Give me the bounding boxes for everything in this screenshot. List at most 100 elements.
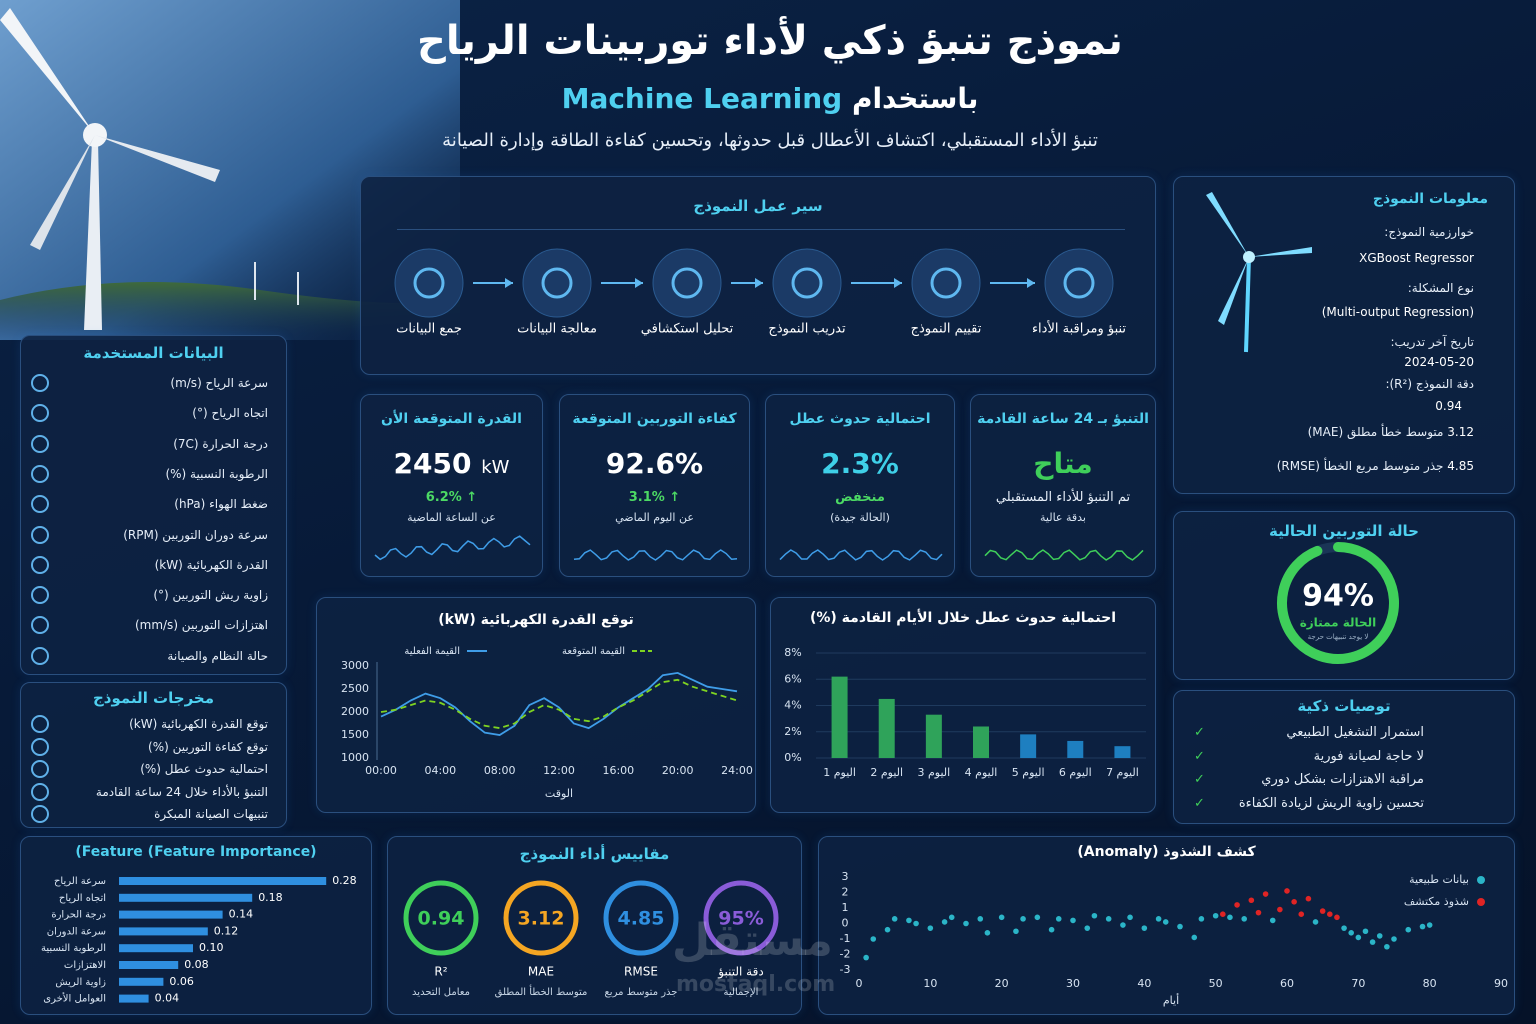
x-tick-label: 08:00 (484, 764, 516, 777)
step-label: معالجة البيانات (517, 322, 597, 337)
sparkline (984, 549, 1144, 561)
scatter-point (1255, 909, 1262, 916)
info-value: 2024-05-20 (1404, 355, 1474, 369)
scatter-point (1198, 916, 1205, 922)
kpi-value: 2450 kW (361, 447, 542, 480)
step-glyph (541, 267, 573, 299)
list-icon (31, 715, 49, 733)
list-text: سرعة الرياح (m/s) (170, 376, 268, 390)
list-text: تنبيهات الصيانة المبكرة (154, 807, 268, 822)
metric-desc: متوسط الخطأ المطلق (495, 984, 588, 998)
panel-title: حالة التوربين الحالية (1269, 522, 1419, 540)
bar (1020, 734, 1037, 758)
scatter-point (1241, 916, 1247, 922)
scatter-point (1191, 934, 1198, 941)
scatter-point (1227, 914, 1233, 921)
panel-title: مقاييس أداء النموذج (519, 845, 670, 863)
scatter-point (1405, 926, 1412, 933)
legend-label: بيانات طبيعية (1409, 873, 1469, 886)
sparkline-svg (779, 549, 943, 561)
y-tick-label: 8% (784, 646, 801, 659)
chart-svg: 0% 2% 4% 6% 8% اليوم 1 اليوم 2 اليوم 3 اليوم 4 ال… (784, 646, 1146, 779)
chart-title: (Feature (Feature Importance) (75, 844, 317, 860)
step-label: تقييم النموذج (911, 322, 982, 337)
gauge-arc (1277, 542, 1399, 664)
y-tick-label: -1 (840, 932, 851, 945)
rec-item: استمرار التشغيل الطبيعي ✓ (1194, 725, 1424, 740)
metric-value: 0.94 (418, 908, 465, 930)
y-tick-label: 6% (784, 672, 801, 685)
chart-svg: سرعة الرياح 0.28 اتجاه الرياح 0.18 درجة الحر… (41, 874, 357, 1005)
scatter-point (1327, 911, 1333, 917)
list-text: التنبؤ بالأداء خلال 24 ساعة القادمة (95, 784, 268, 799)
bar (119, 877, 327, 885)
list-text: الرطوبة النسبية (%) (165, 466, 268, 481)
scatter-point (1127, 914, 1133, 921)
scatter-point (1376, 933, 1383, 939)
x-tick-label: 10 (923, 977, 937, 990)
scatter-point (863, 954, 869, 961)
x-tick-label: اليوم 4 (965, 766, 998, 779)
y-tick-label: زاوية الريش (55, 977, 106, 988)
metric-ring (403, 880, 479, 956)
value-label: 0.28 (332, 874, 357, 887)
list-icon (31, 555, 49, 574)
scatter-point (1269, 917, 1276, 924)
scatter-point (1212, 912, 1219, 919)
chart-svg: 1000 1500 2000 2500 3000 00:00 04:00 08:00 12:00… (341, 646, 753, 800)
bar (119, 893, 253, 902)
x-tick-label: 40 (1137, 977, 1151, 990)
step-icon (652, 248, 722, 318)
y-tick-label: 2 (842, 886, 849, 899)
y-tick-label: -2 (840, 948, 851, 961)
list-text: اهتزازات التوربين (mm/s) (134, 618, 268, 633)
step-label: تدريب النموذج (768, 322, 846, 337)
info-row: 4.85 جذر متوسط مربع الخطأ (RMSE) (1277, 459, 1474, 473)
list-item: احتمالية حدوث عطل (%) (31, 760, 268, 779)
x-tick-label: اليوم 5 (1012, 766, 1045, 779)
x-axis-title: أيام (1163, 993, 1179, 1007)
scatter-point (941, 919, 948, 925)
metric-desc: معامل التحديد (412, 987, 470, 998)
list-item: سرعة دوران التوربين (RPM) (31, 525, 268, 544)
y-tick-label: -3 (840, 963, 851, 976)
scatter-point (1369, 939, 1376, 945)
value-label: 0.06 (169, 975, 194, 988)
info-value: 0.94 (1435, 399, 1462, 413)
scatter-point (1020, 916, 1026, 922)
y-tick-label: 0% (784, 751, 801, 764)
rec-text: مراقبة الاهتزازات بشكل دوري (1261, 772, 1424, 788)
kpi-card: احتمالية حدوث عطل 2.3% منخفض (الحالة جيدة) (765, 394, 955, 577)
scatter-point (1391, 936, 1397, 942)
list-text: ضغط الهواء (hPa) (174, 497, 268, 512)
anomaly-panel: -3 -2 -1 0 1 2 3 0 10 20 30 40 50 60 70 80 90 أيام بيانات … (818, 836, 1515, 1015)
x-tick-label: اليوم 2 (870, 766, 903, 779)
info-label: دقة النموذج (R²): (1385, 377, 1474, 391)
scatter-point (1426, 922, 1433, 928)
step-glyph (413, 267, 445, 299)
background-photo (0, 0, 460, 340)
y-tick-label: الاهتزازات (64, 960, 106, 971)
kpi-number: متاح (1033, 447, 1093, 480)
turbine-tower (84, 140, 102, 330)
value-label: 0.04 (155, 992, 180, 1005)
scatter-point (1177, 923, 1183, 930)
list-item: اتجاه الرياح (°) (31, 404, 268, 423)
kpi-title: احتمالية حدوث عطل (789, 411, 931, 427)
rec-text: تحسين زاوية الريش لزيادة الكفاءة (1238, 795, 1424, 811)
hills (0, 282, 460, 340)
scatter-point (1120, 922, 1126, 928)
status-panel: حالة التوربين الحالية 94% الحالة ممتازة لا… (1173, 511, 1515, 680)
chart-title: كشف الشذوذ (Anomaly) (1077, 844, 1256, 860)
list-icon (31, 805, 49, 824)
x-tick-label: 80 (1423, 977, 1437, 990)
legend-label: القيمة الفعلية (404, 646, 460, 657)
list-icon (31, 464, 49, 483)
list-item: القدرة الكهربائية (kW) (31, 555, 268, 574)
scatter-point (1034, 914, 1041, 921)
divider (397, 229, 1125, 230)
list-text: سرعة دوران التوربين (RPM) (123, 527, 268, 542)
list-icon (31, 495, 49, 514)
step-icon (1044, 248, 1114, 318)
